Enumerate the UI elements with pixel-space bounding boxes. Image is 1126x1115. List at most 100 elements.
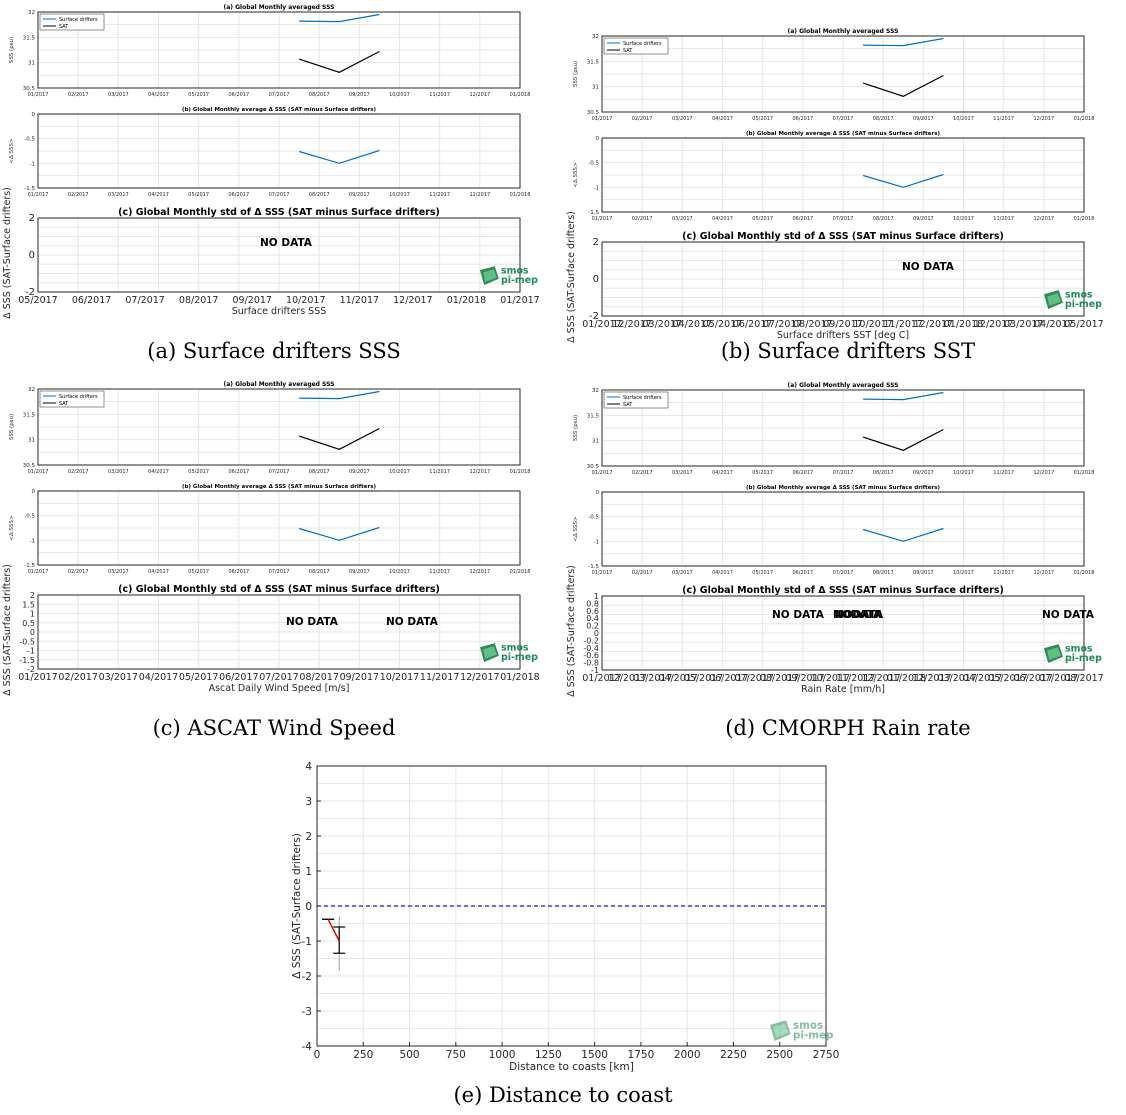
panel-a-ytick: 32 [28,10,35,16]
panel-c-xtick: 12/2017 [393,295,432,306]
panel-a-series-surface-drifters [863,37,944,47]
panel-b-xtick: 10/2017 [389,192,410,198]
e-ytick: 2 [305,831,312,843]
panel-a-xtick: 03/2017 [108,469,129,475]
panel-c-ytick: -2 [25,287,35,298]
panel-c-ytick: -1 [27,647,35,656]
panel-a-xtick: 06/2017 [792,470,813,476]
panel-c-title: (c) Global Monthly std of Δ SSS (SAT min… [682,585,1004,596]
panel-c-xtick: 12/2017 [460,672,499,683]
panel-c-xtick: 12/2017 [861,673,900,684]
panel-a-series-sat [298,50,380,73]
panel-b-title: (b) Global Monthly average Δ SSS (SAT mi… [746,131,941,137]
panel-c-xtick: 08/2017 [1064,673,1103,684]
panel-c-xtick: 09/2017 [340,672,379,683]
panel-b-xtick: 12/2017 [469,192,490,198]
panel-a-xtick: 10/2017 [953,116,974,122]
legend-label: Surface drifters [623,41,662,47]
panel-a-xtick: 08/2017 [309,92,330,98]
panel-c-xtick: 03/2017 [633,673,672,684]
panel-c-title: (c) Global Monthly std of Δ SSS (SAT min… [118,207,440,218]
panel-c-xtick: 01/2018 [944,319,983,330]
panel-c-xtick: 08/2017 [793,319,832,330]
e-ytick: 0 [305,901,312,913]
e-xtick: 2250 [720,1049,747,1061]
panel-c-ylabel: Δ SSS (SAT-Surface drifters) [566,565,577,697]
panel-b-series [298,149,380,164]
panel-c-ytick: -0.5 [19,637,35,646]
panel-c-xtick: 07/2017 [259,672,298,683]
e-xtick: 250 [353,1049,373,1061]
panel-b-xtick: 11/2017 [429,192,450,198]
panel-a-xtick: 09/2017 [349,92,370,98]
axes-frame [37,594,521,670]
panel-b-xtick: 09/2017 [349,192,370,198]
panel-c-ytick: 0.6 [586,607,599,616]
e-xtick: 1750 [628,1049,655,1061]
panel-b-xtick: 08/2017 [309,569,330,575]
no-data-label: NO DATA [1042,609,1095,621]
axes-frame [601,241,1085,317]
panel-a-ytick: 31 [592,439,599,445]
panel-c-xtick: 01/2018 [447,295,486,306]
panel-c-ytick: 2 [30,591,35,600]
panel-c-xtick: 06/2017 [1014,673,1053,684]
logo-text-smos: smos [501,642,529,653]
panel-a-xtick: 07/2017 [833,470,854,476]
panel-b-xtick: 12/2017 [1033,216,1054,222]
panel-b-ytick: -1 [594,539,599,545]
panel-b-xtick: 10/2017 [953,570,974,576]
panel-c-xtick: 04/2017 [673,319,712,330]
panel-a-xtick: 08/2017 [873,470,894,476]
panel-a-xtick: 09/2017 [349,469,370,475]
panel-c-xtick: 01/2017 [500,295,539,306]
e-ytick: 3 [305,796,312,808]
panel-c-ytick: -0.6 [583,651,599,660]
panel-a-xtick: 09/2017 [913,116,934,122]
panel-b-ytick: 0 [32,112,36,118]
panel-c-xtick: 01/2018 [887,673,926,684]
logo-mark-inner [1047,293,1061,306]
panel-c-xtick: 09/2017 [232,295,271,306]
panel-c-xtick: 06/2017 [72,295,111,306]
panel-a-ytick: 31.5 [587,59,600,65]
panel-a-ytick: 30.5 [587,464,600,470]
panel-a-xtick: 11/2017 [429,92,450,98]
panel-c-ytick: 0 [594,629,599,638]
panel-c-xtick: 01/2017 [18,672,57,683]
panel-b-ylabel: <Δ SSS> [573,516,579,542]
panel-a-ytick: 30.5 [587,110,600,116]
panel-c-ytick: 2 [593,237,599,248]
panel-b-xtick: 01/2018 [510,569,531,575]
panel-c-xtick: 12/2017 [608,673,647,684]
panel-a-xtick: 06/2017 [792,116,813,122]
panel-c-xtick: 10/2017 [811,673,850,684]
panel-c-xtick: 11/2017 [420,672,459,683]
no-data-label: NO DATA [772,609,825,621]
panel-c-xtick: 11/2017 [340,295,379,306]
panel-b-xtick: 07/2017 [833,216,854,222]
panel-b-xtick: 01/2018 [510,192,531,198]
panel-c-ytick: 0 [29,250,35,261]
panel-c-xtick: 03/2017 [643,319,682,330]
panel-b-series [862,173,944,188]
panel-a-xtick: 03/2017 [672,470,693,476]
no-data-label: NO DATA [260,237,313,249]
e-xtick: 2000 [674,1049,701,1061]
legend-label: SAT [59,24,69,30]
panel-c-ytick: 0 [30,628,35,637]
panel-a-ytick: 32 [592,34,599,40]
panel-b-ytick: -1.5 [24,563,35,569]
panel-b-xtick: 08/2017 [873,570,894,576]
panel-a-ylabel: SSS (psu) [573,61,579,87]
legend-label: SAT [59,401,69,407]
e-xtick: 0 [314,1049,321,1061]
logo-text-pimep: pi-mep [501,275,538,286]
panel-c-xtick: 04/2017 [139,672,178,683]
panel-c-xtick: 02/2017 [58,672,97,683]
caption-a: (a) Surface drifters SSS [147,339,400,363]
panel-c-ytick: -0.4 [583,644,599,653]
